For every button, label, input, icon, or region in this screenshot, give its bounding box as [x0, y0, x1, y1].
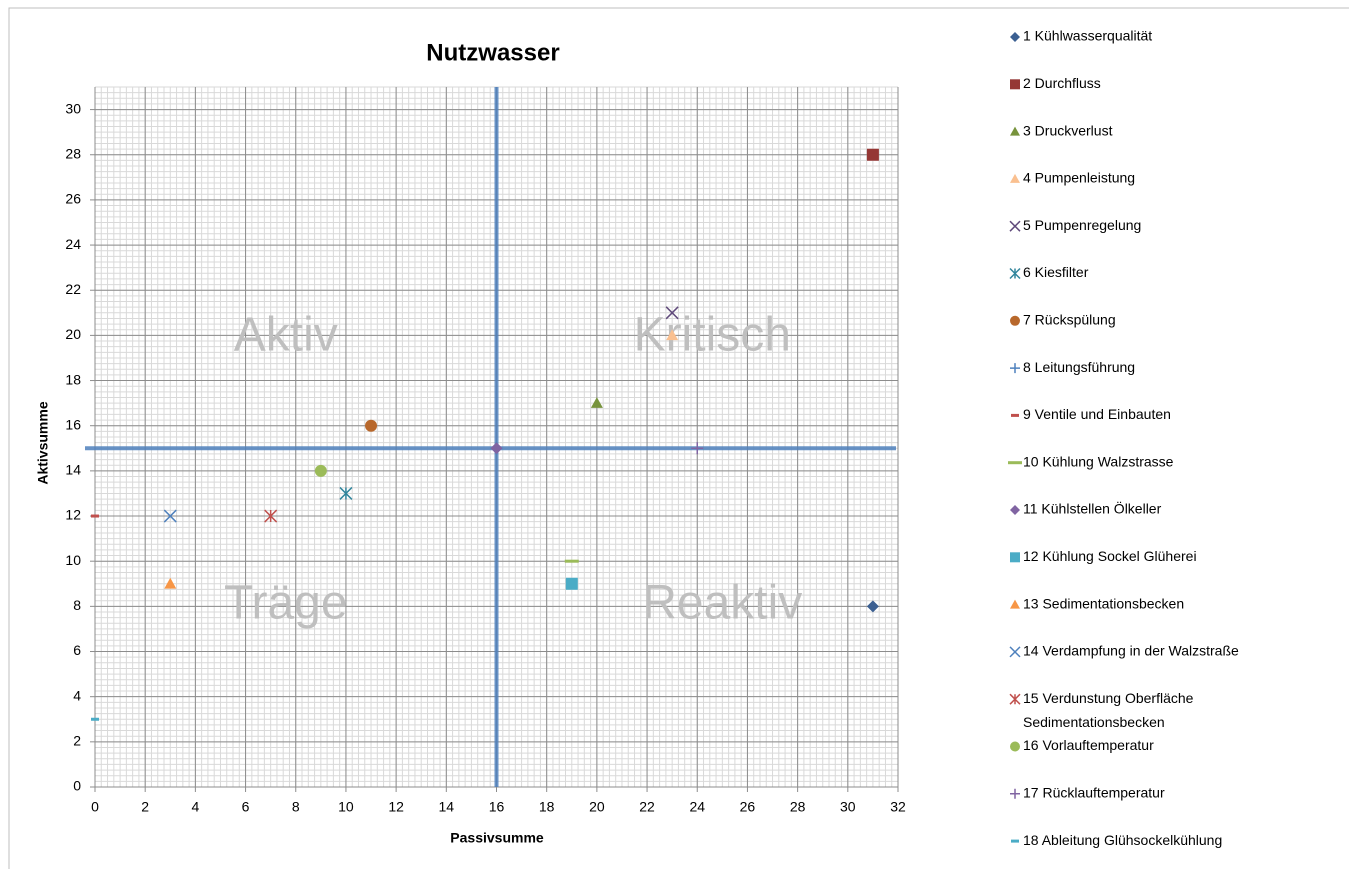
- x-tick-label: 18: [539, 799, 555, 815]
- point: [339, 486, 353, 500]
- legend-label: 11 Kühlstellen Ölkeller: [1023, 500, 1162, 517]
- y-tick-label: 18: [65, 371, 81, 387]
- y-tick-label: 8: [73, 597, 81, 613]
- legend-marker: [1010, 32, 1020, 42]
- point: [365, 419, 378, 432]
- chart-frame: [8, 7, 1349, 874]
- legend-label: 13 Sedimentationsbecken: [1023, 595, 1184, 611]
- x-tick-label: 6: [242, 799, 250, 815]
- legend-label: 1 Kühlwasserqualität: [1023, 28, 1152, 44]
- point: [164, 577, 177, 589]
- quadrant-label: Träge: [224, 576, 348, 629]
- x-tick-label: 20: [589, 799, 605, 815]
- y-tick-label: 2: [73, 733, 81, 749]
- x-tick-label: 12: [388, 799, 404, 815]
- y-tick-label: 6: [73, 642, 81, 658]
- point: [490, 442, 503, 455]
- legend-marker: [1009, 693, 1021, 705]
- legend-label: 6 Kiesfilter: [1023, 264, 1089, 280]
- legend-marker: [1010, 788, 1020, 799]
- legend-marker: [1009, 220, 1021, 232]
- point: [665, 306, 679, 320]
- y-tick-label: 10: [65, 552, 81, 568]
- legend-marker: [1010, 599, 1020, 609]
- legend-marker: [1010, 741, 1020, 752]
- legend-marker: [1011, 413, 1019, 417]
- legend-label: 7 Rückspülung: [1023, 312, 1116, 328]
- x-tick-label: 2: [141, 799, 149, 815]
- legend-label: 8 Leitungsführung: [1023, 359, 1135, 375]
- x-tick-label: 14: [439, 799, 455, 815]
- legend-marker: [1010, 126, 1020, 136]
- legend-label: 12 Kühlung Sockel Glüherei: [1023, 548, 1197, 564]
- x-tick-label: 24: [689, 799, 705, 815]
- point: [666, 329, 679, 341]
- x-tick-label: 16: [489, 799, 505, 815]
- legend-label: 17 Rücklauftemperatur: [1023, 785, 1165, 801]
- x-tick-label: 0: [91, 799, 99, 815]
- legend-marker: [1009, 646, 1021, 658]
- x-tick-label: 22: [639, 799, 655, 815]
- y-tick-label: 4: [73, 687, 81, 703]
- y-tick-label: 0: [73, 778, 81, 794]
- point: [565, 577, 578, 590]
- point: [564, 559, 579, 563]
- legend-marker: [1011, 839, 1019, 843]
- legend-marker: [1010, 505, 1020, 515]
- legend-marker: [1008, 461, 1022, 465]
- y-tick-label: 30: [65, 100, 81, 116]
- point: [866, 600, 879, 613]
- x-tick-label: 32: [890, 799, 906, 815]
- point: [264, 509, 278, 523]
- legend-label: 10 Kühlung Walzstrasse: [1023, 453, 1174, 469]
- legend-marker: [1010, 173, 1020, 183]
- y-tick-label: 12: [65, 507, 81, 523]
- legend-marker: [1010, 363, 1020, 374]
- legend-label: 16 Vorlauftemperatur: [1023, 737, 1154, 753]
- legend-label: 4 Pumpenleistung: [1023, 170, 1135, 186]
- legend-marker: [1010, 552, 1020, 563]
- point: [866, 148, 879, 161]
- legend-label: 15 Verdunstung Oberfläche Sedimentations…: [1023, 690, 1197, 730]
- legend-label: 18 Ableitung Glühsockelkühlung: [1023, 832, 1222, 848]
- legend-label: 3 Druckverlust: [1023, 122, 1113, 138]
- y-tick-label: 28: [65, 145, 81, 161]
- x-tick-label: 4: [191, 799, 199, 815]
- y-tick-label: 20: [65, 326, 81, 342]
- x-axis-label: Passivsumme: [450, 830, 544, 846]
- point: [691, 442, 704, 455]
- legend-label: 9 Ventile und Einbauten: [1023, 406, 1171, 422]
- legend-label: 2 Durchfluss: [1023, 75, 1101, 91]
- point: [314, 464, 327, 477]
- chart-title: Nutzwasser: [426, 39, 559, 66]
- quadrant-label: Kritisch: [634, 308, 791, 361]
- x-tick-label: 28: [790, 799, 806, 815]
- quadrant-label: Reaktiv: [642, 576, 802, 629]
- legend-marker: [1010, 315, 1020, 326]
- point: [163, 509, 177, 523]
- x-tick-label: 30: [840, 799, 856, 815]
- point: [91, 514, 99, 518]
- x-tick-label: 10: [338, 799, 354, 815]
- y-tick-label: 26: [65, 191, 81, 207]
- x-tick-label: 8: [292, 799, 300, 815]
- legend-label: 5 Pumpenregelung: [1023, 217, 1141, 233]
- y-axis-label: Aktivsumme: [35, 401, 51, 484]
- x-tick-label: 26: [740, 799, 756, 815]
- y-tick-label: 24: [65, 236, 81, 252]
- y-tick-label: 16: [65, 416, 81, 432]
- point: [91, 717, 99, 721]
- legend-label: 14 Verdampfung in der Walzstraße: [1023, 643, 1239, 659]
- y-tick-label: 14: [65, 462, 81, 478]
- legend-marker: [1010, 79, 1020, 90]
- quadrant-label: Aktiv: [234, 308, 338, 361]
- y-tick-label: 22: [65, 281, 81, 297]
- point: [590, 397, 603, 408]
- legend-marker: [1009, 267, 1021, 280]
